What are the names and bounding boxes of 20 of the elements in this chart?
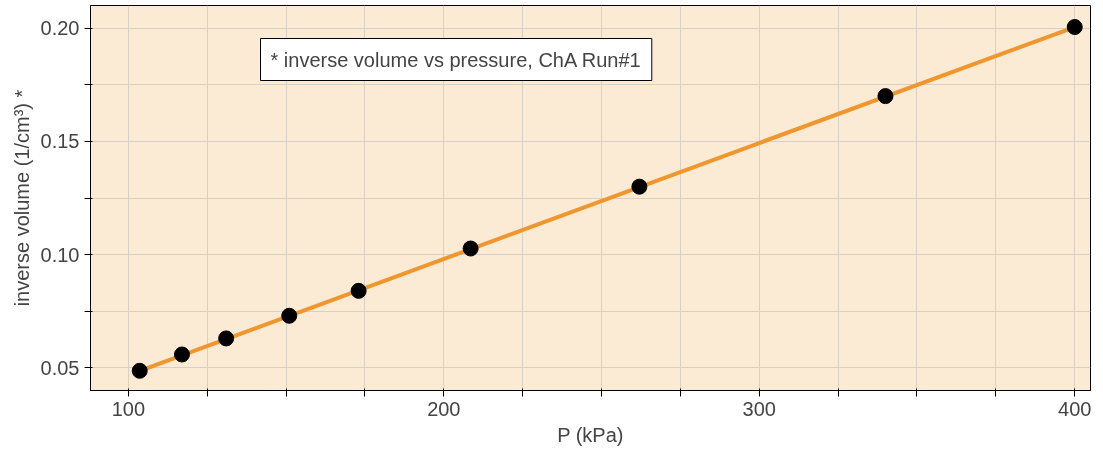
annotation: * inverse volume vs pressure, ChA Run#1 [270, 48, 641, 71]
y-tick-label: 0.05 [40, 356, 80, 379]
point [462, 240, 479, 257]
y-tick-label: 0.15 [40, 130, 80, 153]
point [173, 346, 190, 363]
y-tick-label: 0.20 [40, 17, 80, 40]
point [1066, 19, 1083, 35]
y-tick-label: 0.10 [40, 243, 80, 266]
point [281, 307, 298, 324]
y-axis-title: inverse volume (1/cm³) * [10, 89, 33, 307]
x-tick-label: 400 [1058, 397, 1092, 420]
point [218, 330, 235, 347]
point [350, 282, 367, 299]
point [877, 88, 894, 105]
x-tick-label: 100 [111, 397, 146, 420]
x-axis-title: P (kPa) [557, 423, 624, 446]
point [631, 178, 648, 195]
point [131, 362, 148, 379]
x-tick-label: 300 [742, 397, 776, 420]
x-tick-label: 200 [427, 397, 461, 420]
